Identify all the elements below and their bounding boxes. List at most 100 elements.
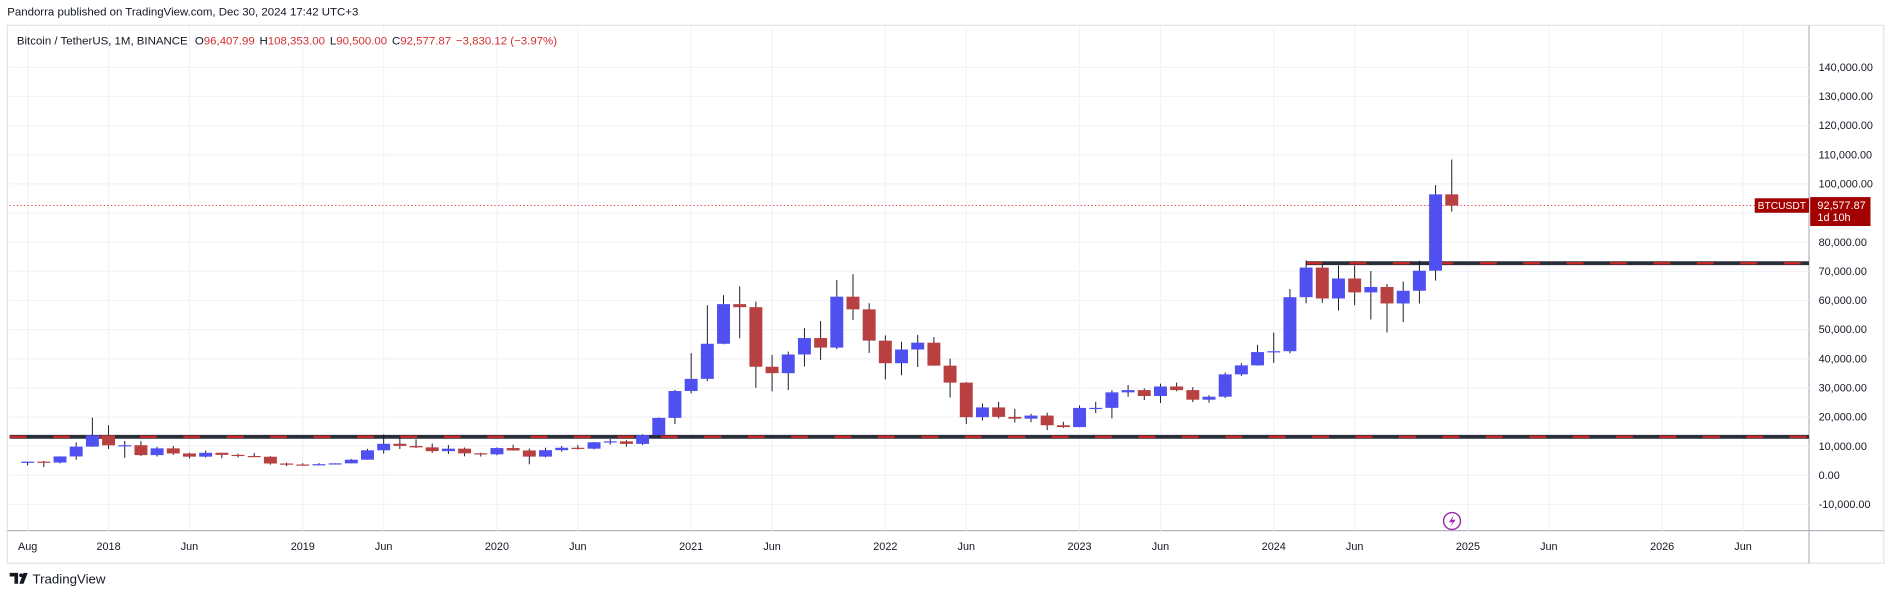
candle-body xyxy=(975,407,989,418)
candle-body xyxy=(215,452,229,455)
candle-body xyxy=(668,391,682,418)
legend-value: 90,500.00 xyxy=(336,36,387,48)
candle-body xyxy=(134,445,148,456)
legend-value: 96,407.99 xyxy=(204,36,255,48)
candle-body xyxy=(1348,278,1362,293)
y-tick-label: 0.00 xyxy=(1819,470,1840,482)
plot: -10,000.00 0.00 10,000.00 20,000.00 30,000.0… xyxy=(9,26,1873,553)
y-tick-label: 40,000.00 xyxy=(1819,353,1867,365)
candle-body xyxy=(717,304,730,344)
candle-body xyxy=(1445,194,1459,206)
candle-body xyxy=(1170,386,1184,391)
candle-body xyxy=(603,441,617,443)
candle-body xyxy=(1234,365,1248,375)
x-tick-label: 2024 xyxy=(1262,541,1286,553)
header: Pandorra published on TradingView.com, D… xyxy=(7,7,358,19)
candle-body xyxy=(587,442,601,449)
candle-body xyxy=(1315,267,1329,299)
x-tick-label: 2020 xyxy=(485,541,509,553)
y-tick-label: 100,000.00 xyxy=(1819,179,1873,191)
candle-body xyxy=(522,450,536,457)
candle-body xyxy=(182,453,196,457)
candle-body xyxy=(361,450,374,460)
candle-body xyxy=(781,354,795,374)
legend-key: L xyxy=(330,36,336,48)
candle-body xyxy=(1040,415,1054,426)
candle-body xyxy=(231,454,245,457)
candle-body xyxy=(296,464,310,466)
x-tick-label: Jun xyxy=(181,541,198,553)
candle-body xyxy=(1332,278,1345,299)
y-tick-label: -10,000.00 xyxy=(1819,499,1871,511)
candle-body xyxy=(1251,352,1265,366)
legend-key: C xyxy=(392,36,400,48)
candle-body xyxy=(1153,386,1167,397)
candle-body xyxy=(53,456,67,463)
y-tick-label: 50,000.00 xyxy=(1819,324,1867,336)
last-price-label: 92,577.87 xyxy=(1817,200,1865,212)
candle-body xyxy=(458,448,472,454)
candle-body xyxy=(1380,286,1394,304)
x-tick-label: 2018 xyxy=(96,541,120,553)
x-tick-label: 2022 xyxy=(873,541,897,553)
candle-body xyxy=(765,366,779,374)
x-tick-label: 2021 xyxy=(679,541,703,553)
x-tick-label: Jun xyxy=(1540,541,1557,553)
candle-body xyxy=(652,417,666,436)
lightning-icon xyxy=(1442,511,1462,531)
candle-body xyxy=(1137,390,1151,397)
legend-key: H xyxy=(260,36,268,48)
candle-body xyxy=(1202,396,1216,400)
candle-body xyxy=(555,447,569,451)
candle-body xyxy=(85,435,99,447)
candle-body xyxy=(1121,390,1135,393)
candle-body xyxy=(425,447,439,452)
x-tick-label: Jun xyxy=(958,541,975,553)
candle-body xyxy=(1267,351,1281,353)
candle-body xyxy=(571,447,585,449)
countdown: 1d 10h xyxy=(1817,212,1850,224)
symbol-tag: BTCUSDT xyxy=(1758,201,1807,212)
candle-body xyxy=(1056,425,1070,428)
y-tick-label: 30,000.00 xyxy=(1819,382,1867,394)
candle-body xyxy=(911,342,925,350)
candle-body xyxy=(312,464,326,466)
y-tick-label: 110,000.00 xyxy=(1819,149,1872,161)
candle-body xyxy=(814,338,828,348)
legend-value: 108,353.00 xyxy=(268,36,325,48)
candle-body xyxy=(539,450,552,457)
candle-body xyxy=(1283,297,1297,352)
x-tick-label: 2023 xyxy=(1067,541,1091,553)
candle-body xyxy=(441,448,455,452)
candle-body xyxy=(1429,194,1443,271)
candle-body xyxy=(992,407,1006,417)
candle-body xyxy=(927,342,941,366)
candle-body xyxy=(328,463,342,465)
candle-body xyxy=(1008,416,1022,419)
y-tick-label: 80,000.00 xyxy=(1819,237,1867,249)
x-tick-label: Jun xyxy=(569,541,586,553)
candle-body xyxy=(166,448,180,454)
legend-change: −3,830.12 (−3.97%) xyxy=(456,36,557,48)
x-tick-label: 2019 xyxy=(291,541,315,553)
candle-body xyxy=(895,349,909,364)
legend-value: 92,577.87 xyxy=(400,36,451,48)
candle-body xyxy=(684,378,698,392)
y-tick-label: 10,000.00 xyxy=(1819,441,1867,453)
candle-body xyxy=(1299,267,1313,298)
last-price-tag-bg xyxy=(1810,197,1871,227)
candle-body xyxy=(21,461,35,463)
candle-body xyxy=(878,340,892,364)
candle-body xyxy=(409,445,423,448)
x-tick-label: Jun xyxy=(1734,541,1751,553)
candle-body xyxy=(377,443,391,451)
candle-body xyxy=(280,463,294,465)
candle-body xyxy=(1089,407,1103,410)
candle-body xyxy=(344,459,358,464)
x-tick-label: 2025 xyxy=(1456,541,1480,553)
footer: TradingView xyxy=(33,572,106,587)
candle-body xyxy=(1218,374,1232,397)
symbol-tag-bg xyxy=(1754,198,1809,213)
